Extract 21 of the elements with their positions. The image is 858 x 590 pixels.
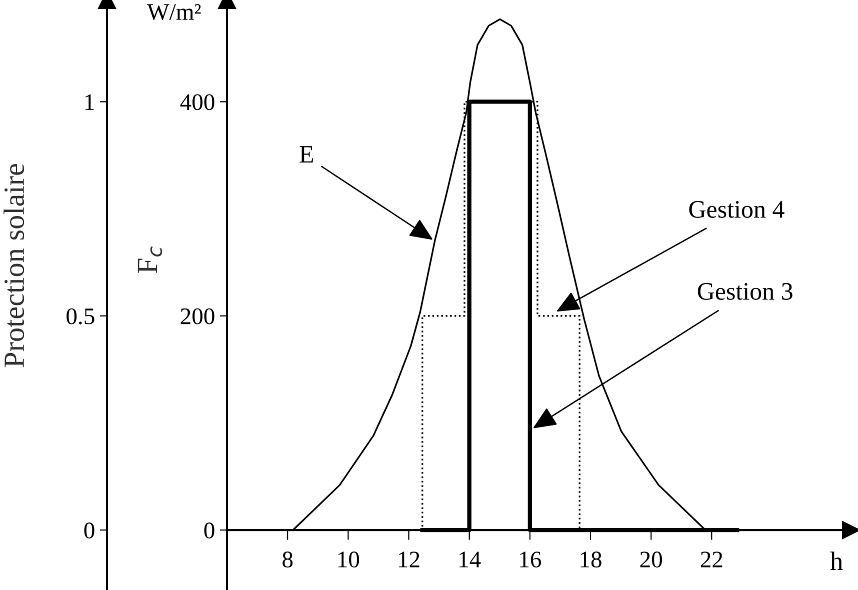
x-tick-label: 14 <box>460 552 481 568</box>
y2-axis-title: Protection solaire <box>4 164 24 368</box>
x-tick-label: 16 <box>520 552 542 568</box>
x-tick-label: 22 <box>700 552 722 568</box>
x-tick-label: 12 <box>399 552 420 568</box>
y2-tick-label: 0.5 <box>66 308 94 324</box>
x-axis-title: h <box>830 552 843 570</box>
annotation: Gestion 4 <box>689 201 784 218</box>
annotation: E <box>300 146 313 163</box>
y-axis-title: W/m² <box>147 4 201 20</box>
x-tick-label: 10 <box>338 552 360 568</box>
annotation: Gestion 3 <box>698 283 792 300</box>
x-tick-label: 18 <box>580 552 602 568</box>
x-tick-label: 8 <box>282 552 293 568</box>
y2-tick-label: 0 <box>84 522 94 538</box>
y-tick-label: 200 <box>180 308 214 324</box>
x-tick-label: 20 <box>640 552 662 568</box>
y-tick-label: 0 <box>204 522 214 538</box>
y2-tick-label: 1 <box>85 94 94 110</box>
text: F$_{c}$ <box>138 246 162 274</box>
y-tick-label: 400 <box>180 94 214 110</box>
